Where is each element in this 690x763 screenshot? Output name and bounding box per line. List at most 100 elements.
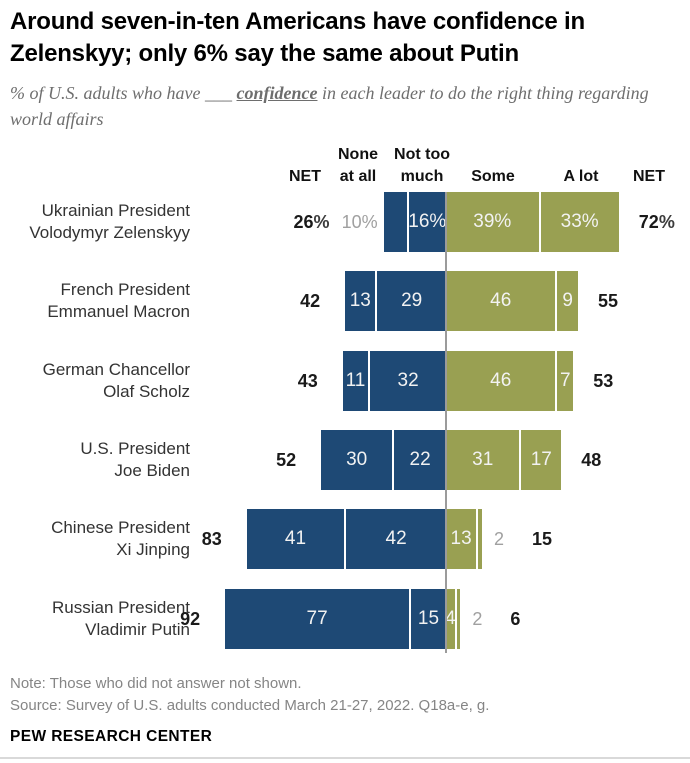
bar-segment-not-too-much [408,192,446,252]
bar-segment-not-too-much [411,589,446,649]
row-leader-label: German Chancellor Olaf Scholz [0,351,190,411]
leader-line1: Ukrainian President [41,201,190,220]
subtitle-blank: ___ [205,83,232,103]
bar-segment-some [446,509,477,569]
bar-segment-none-at-all [246,509,345,569]
net-positive-value: 15 [532,528,553,549]
bar-segment-some [446,430,520,490]
row-leader-label: Ukrainian President Volodymyr Zelenskyy [0,192,190,252]
leader-line2: Emmanuel Macron [47,302,190,321]
column-header-not-too-much: Not too much [394,144,450,188]
chart-source: Source: Survey of U.S. adults conducted … [10,697,490,714]
segment-value-label: 9 [562,290,573,311]
segment-value-label: 7 [560,370,571,391]
column-header-net-right: NET [633,168,665,185]
column-header-a-lot: A lot [563,168,599,185]
outside-segment-label: 2 [472,608,483,629]
segment-value-label: 39% [473,211,512,232]
net-positive-value: 53 [593,370,614,391]
chart-title: Around seven-in-ten Americans have confi… [10,8,585,67]
bar-segment-some [446,271,556,331]
segment-value-label: 16% [408,211,447,232]
leader-line1: U.S. President [80,439,190,458]
net-negative-value: 83 [201,528,222,549]
leader-line1: German Chancellor [42,360,190,379]
leader-line1: French President [60,280,190,299]
chart-note: Note: Those who did not answer not shown… [10,675,302,692]
net-positive-value: 6 [510,608,521,629]
segment-value-label: 22 [409,449,431,470]
bar-segment-a-lot [456,589,461,649]
bar-segment-some [446,589,455,649]
row-right-labels: 2 15 [494,509,552,569]
row-leader-label: Chinese President Xi Jinping [0,509,190,569]
column-header-none-at-all-line2: at all [339,168,377,185]
bottom-rule [0,757,690,759]
net-negative-percent-sign: % [313,211,330,232]
leader-line1: Russian President [52,598,190,617]
row-right-labels: 53 [593,351,613,411]
net-negative-value: 52 [276,449,297,470]
leader-line2: Volodymyr Zelenskyy [29,223,190,242]
bar-segment-none-at-all [321,430,393,490]
row-leader-label: U.S. President Joe Biden [0,430,190,490]
bar-segment-none-at-all [345,271,376,331]
segment-value-label: 46 [490,290,512,311]
net-negative-value: 42 [300,290,321,311]
subtitle-suffix: in each leader to do the right thing reg… [10,83,649,129]
segment-value-label: 46 [490,370,512,391]
subtitle-emphasis: confidence [236,83,318,103]
net-positive-percent-sign: % [658,211,675,232]
segment-value-label: 77 [306,608,328,629]
outside-segment-label: 2 [494,528,505,549]
bar-segment-none-at-all [342,351,369,411]
net-positive-value: 48 [581,449,602,470]
bar-segment-a-lot [540,192,619,252]
segment-value-label: 31 [472,449,494,470]
segment-value-label: 30 [346,449,368,470]
axis-line [445,192,447,653]
row-right-labels: 72% [639,192,675,252]
subtitle-prefix: % of U.S. adults who have [10,83,205,103]
column-header-some: Some [471,168,515,185]
bar-segment-not-too-much [370,351,446,411]
row-left-labels: 92 [0,589,200,649]
net-negative-value: 26% [293,211,330,232]
bar-segment-a-lot [478,509,482,569]
segment-value-label: 41 [284,528,307,549]
segment-value-label: 29 [401,290,423,311]
net-negative-value: 43 [297,370,318,391]
bar-segment-not-too-much [346,509,446,569]
row-leader-label: French President Emmanuel Macron [0,271,190,331]
segment-value-label: 13 [450,528,472,549]
segment-value-label: 11 [345,370,366,391]
row-left-labels: 42 [0,271,320,331]
chart-subtitle: % of U.S. adults who have ___ confidence… [10,80,665,132]
outside-segment-label: 10% [341,211,378,232]
segment-value-label: 33% [560,211,599,232]
column-header-none-at-all: None at all [338,144,378,188]
row-left-labels: 26% 10% [0,192,378,252]
row-right-labels: 48 [581,430,601,490]
row-right-labels: 55 [598,271,618,331]
segment-value-label: 32 [397,370,419,391]
segment-value-label: 13 [349,290,371,311]
segment-value-label: 4 [445,608,456,629]
row-left-labels: 83 [0,509,222,569]
column-header-none-at-all-line1: None [338,146,378,163]
row-left-labels: 43 [0,351,318,411]
row-leader-label: Russian President Vladimir Putin [0,589,190,649]
segment-value-label: 17 [530,449,552,470]
leader-line2: Vladimir Putin [85,620,190,639]
leader-line1: Chinese President [51,518,190,537]
net-positive-value: 55 [598,290,619,311]
brand-pew-research-center: PEW RESEARCH CENTER [10,728,213,745]
segment-value-label: 42 [385,528,407,549]
bar-segment-not-too-much [377,271,446,331]
bar-segment-some [446,192,539,252]
bar-segment-not-too-much [394,430,446,490]
bar-segment-a-lot [521,430,562,490]
